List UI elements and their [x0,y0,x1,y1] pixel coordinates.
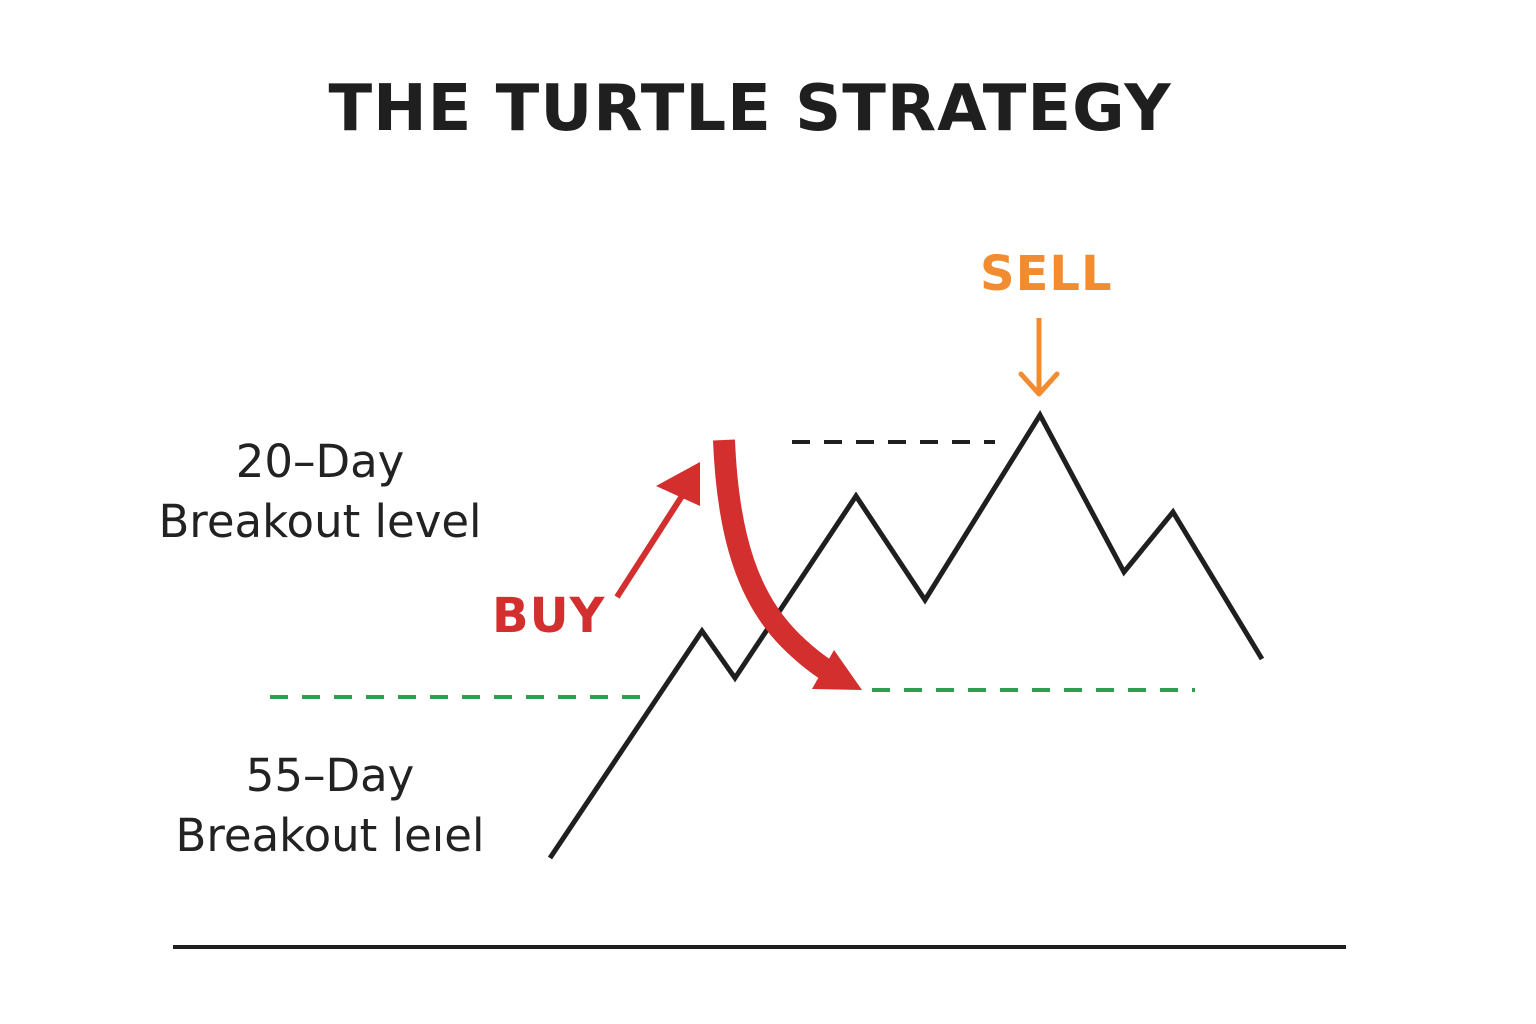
buy-exit-curve-arrowhead [812,650,862,690]
sell-label: SELL [980,246,1113,302]
sell-arrow-head [1018,371,1060,397]
level-20-label: 20–Day Breakout level [150,432,490,552]
buy-exit-curve-arrow [713,439,842,686]
buy-arrow-shaft [614,494,685,599]
price-line [547,410,1265,860]
diagram-title: THE TURTLE STRATEGY [328,72,1172,146]
level-55-label: 55–Day Breakout leıel [160,746,500,866]
level-20-label-line2: Breakout level [158,495,482,548]
level-55-label-line1: 55–Day [245,749,415,802]
level-20-label-line1: 20–Day [235,435,405,488]
level-55-label-line2: Breakout leıel [175,809,485,862]
buy-arrow-head [656,462,700,506]
buy-label: BUY [492,588,606,644]
